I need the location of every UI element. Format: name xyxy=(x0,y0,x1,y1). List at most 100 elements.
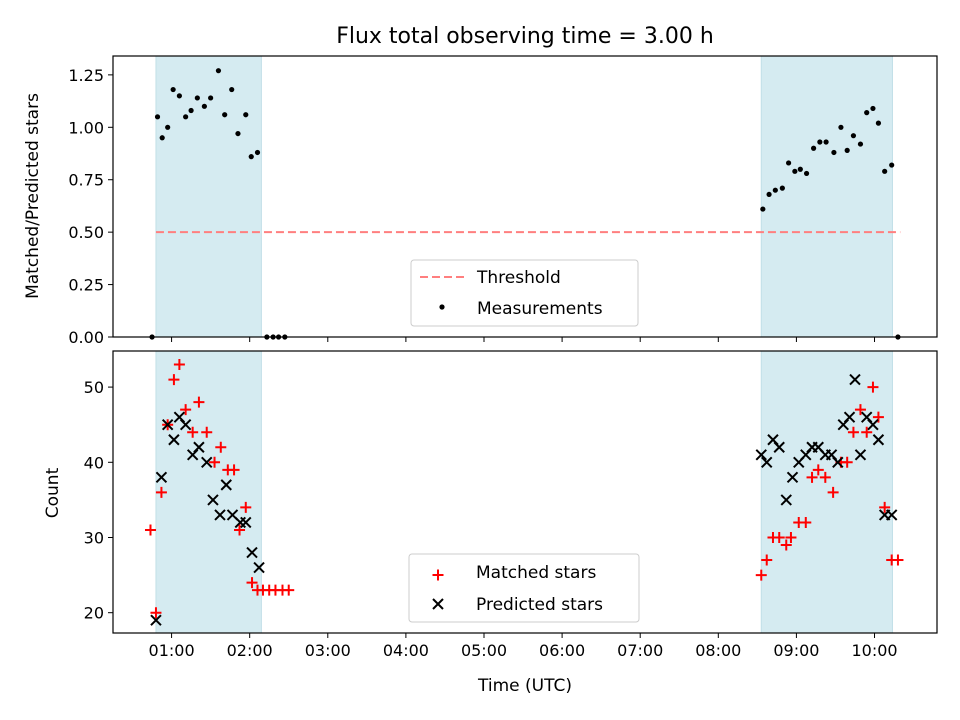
measurement-point xyxy=(766,191,772,198)
predicted-star-point xyxy=(832,456,844,469)
top-shaded-interval xyxy=(760,55,893,338)
matched-star-point xyxy=(892,554,904,566)
matched-star-point xyxy=(180,404,192,416)
top-shaded-interval xyxy=(155,55,262,338)
predicted-star-point xyxy=(253,561,265,574)
bottom-x-tick-label: 03:00 xyxy=(305,641,351,660)
measurement-point xyxy=(183,114,189,120)
matched-star-point xyxy=(228,464,240,476)
matched-star-point xyxy=(819,471,831,483)
measurement-point xyxy=(772,187,778,193)
predicted-star-point xyxy=(193,441,205,453)
legend-threshold-label: Threshold xyxy=(476,268,561,288)
matched-star-point xyxy=(168,374,180,386)
matched-star-point xyxy=(209,456,221,468)
bottom-panel: 20 30 40 50 01:00 02:00 03:00 04:00 05:00 06:00 07… xyxy=(84,350,938,660)
legend-predicted-swatch xyxy=(432,598,444,610)
matched-star-point xyxy=(812,464,824,476)
measurement-point xyxy=(850,133,857,139)
predicted-star-point xyxy=(773,441,785,453)
matched-star-point xyxy=(780,539,792,551)
bottom-legend-box xyxy=(408,553,640,623)
matched-star-point xyxy=(283,584,295,596)
measurement-point xyxy=(159,135,165,141)
matched-star-point xyxy=(201,426,213,438)
bottom-y-tick-label: 20 xyxy=(84,604,104,623)
measurement-point xyxy=(831,149,837,156)
matched-star-point xyxy=(173,359,185,371)
measurement-point xyxy=(229,86,235,93)
matched-star-point xyxy=(193,396,205,408)
predicted-star-point xyxy=(220,479,232,491)
measurement-point xyxy=(797,166,803,172)
predicted-star-point xyxy=(150,614,162,626)
measurement-point xyxy=(779,185,785,191)
measurement-point xyxy=(889,162,895,168)
measurement-point xyxy=(165,124,171,130)
bottom-plot-frame xyxy=(112,350,938,634)
bottom-x-tick-label: 10:00 xyxy=(851,641,897,660)
bottom-x-tick-label: 09:00 xyxy=(773,641,819,660)
predicted-star-point xyxy=(246,546,258,559)
top-y-tick-label: 1.00 xyxy=(68,118,104,137)
top-panel: 0.00 0.25 0.50 0.75 1.00 1.25 Threshold Measure… xyxy=(68,55,938,347)
matched-star-point xyxy=(755,569,767,581)
legend-matched-label: Matched stars xyxy=(476,563,596,583)
predicted-star-point xyxy=(885,509,898,521)
bottom-shaded-interval xyxy=(760,350,893,634)
bottom-x-tick-label: 07:00 xyxy=(617,641,663,660)
matched-star-point xyxy=(867,381,879,393)
bottom-y-axis-label: Count xyxy=(43,467,63,518)
measurement-point xyxy=(208,95,214,101)
bottom-shaded-interval xyxy=(155,350,262,634)
measurement-point xyxy=(882,168,888,174)
top-y-tick-label: 0.75 xyxy=(68,171,104,190)
predicted-star-point xyxy=(761,456,773,469)
matched-star-point xyxy=(234,524,246,536)
matched-star-point xyxy=(800,516,812,528)
predicted-star-point xyxy=(872,434,885,446)
top-legend-box xyxy=(410,259,639,327)
matched-star-point xyxy=(144,524,156,536)
bottom-x-tick-label: 02:00 xyxy=(227,641,273,660)
matched-star-point xyxy=(155,486,167,498)
predicted-star-point xyxy=(849,373,861,386)
bottom-y-tick-label: 30 xyxy=(84,528,104,547)
predicted-star-point xyxy=(780,494,792,506)
top-y-tick-label: 0.25 xyxy=(68,276,104,295)
matched-star-point xyxy=(841,456,853,468)
matched-star-point xyxy=(215,441,227,453)
predicted-star-point xyxy=(786,471,799,484)
measurement-point xyxy=(243,112,249,118)
top-y-tick-label: 0.50 xyxy=(68,223,104,242)
legend-matched-swatch xyxy=(432,569,444,581)
measurement-point xyxy=(864,110,870,116)
predicted-star-point xyxy=(155,471,168,484)
measurement-point xyxy=(875,120,882,126)
matched-star-point xyxy=(761,554,773,566)
measurement-point xyxy=(870,105,876,112)
matched-star-point xyxy=(246,577,258,589)
matched-star-point xyxy=(150,607,162,619)
legend-measurements-label: Measurements xyxy=(477,299,603,319)
matched-star-point xyxy=(872,411,884,423)
predicted-star-point xyxy=(161,418,174,431)
bottom-x-tick-label: 05:00 xyxy=(461,641,507,660)
matched-star-point xyxy=(854,404,866,416)
predicted-star-point xyxy=(214,509,226,521)
measurement-point xyxy=(222,112,228,118)
measurement-point xyxy=(786,160,792,166)
matched-star-point xyxy=(785,531,797,543)
predicted-star-point xyxy=(201,456,213,469)
measurement-point xyxy=(844,147,850,153)
top-y-axis-label: Matched/Predicted stars xyxy=(23,93,43,299)
measurement-point xyxy=(823,139,829,145)
legend-measurements-swatch xyxy=(439,304,445,310)
measurement-point xyxy=(170,86,176,93)
measurement-point xyxy=(803,170,810,177)
measurement-point xyxy=(810,145,817,151)
top-plot-frame xyxy=(112,55,938,338)
bottom-x-tick-label: 08:00 xyxy=(695,641,741,660)
matched-star-point xyxy=(806,471,818,483)
